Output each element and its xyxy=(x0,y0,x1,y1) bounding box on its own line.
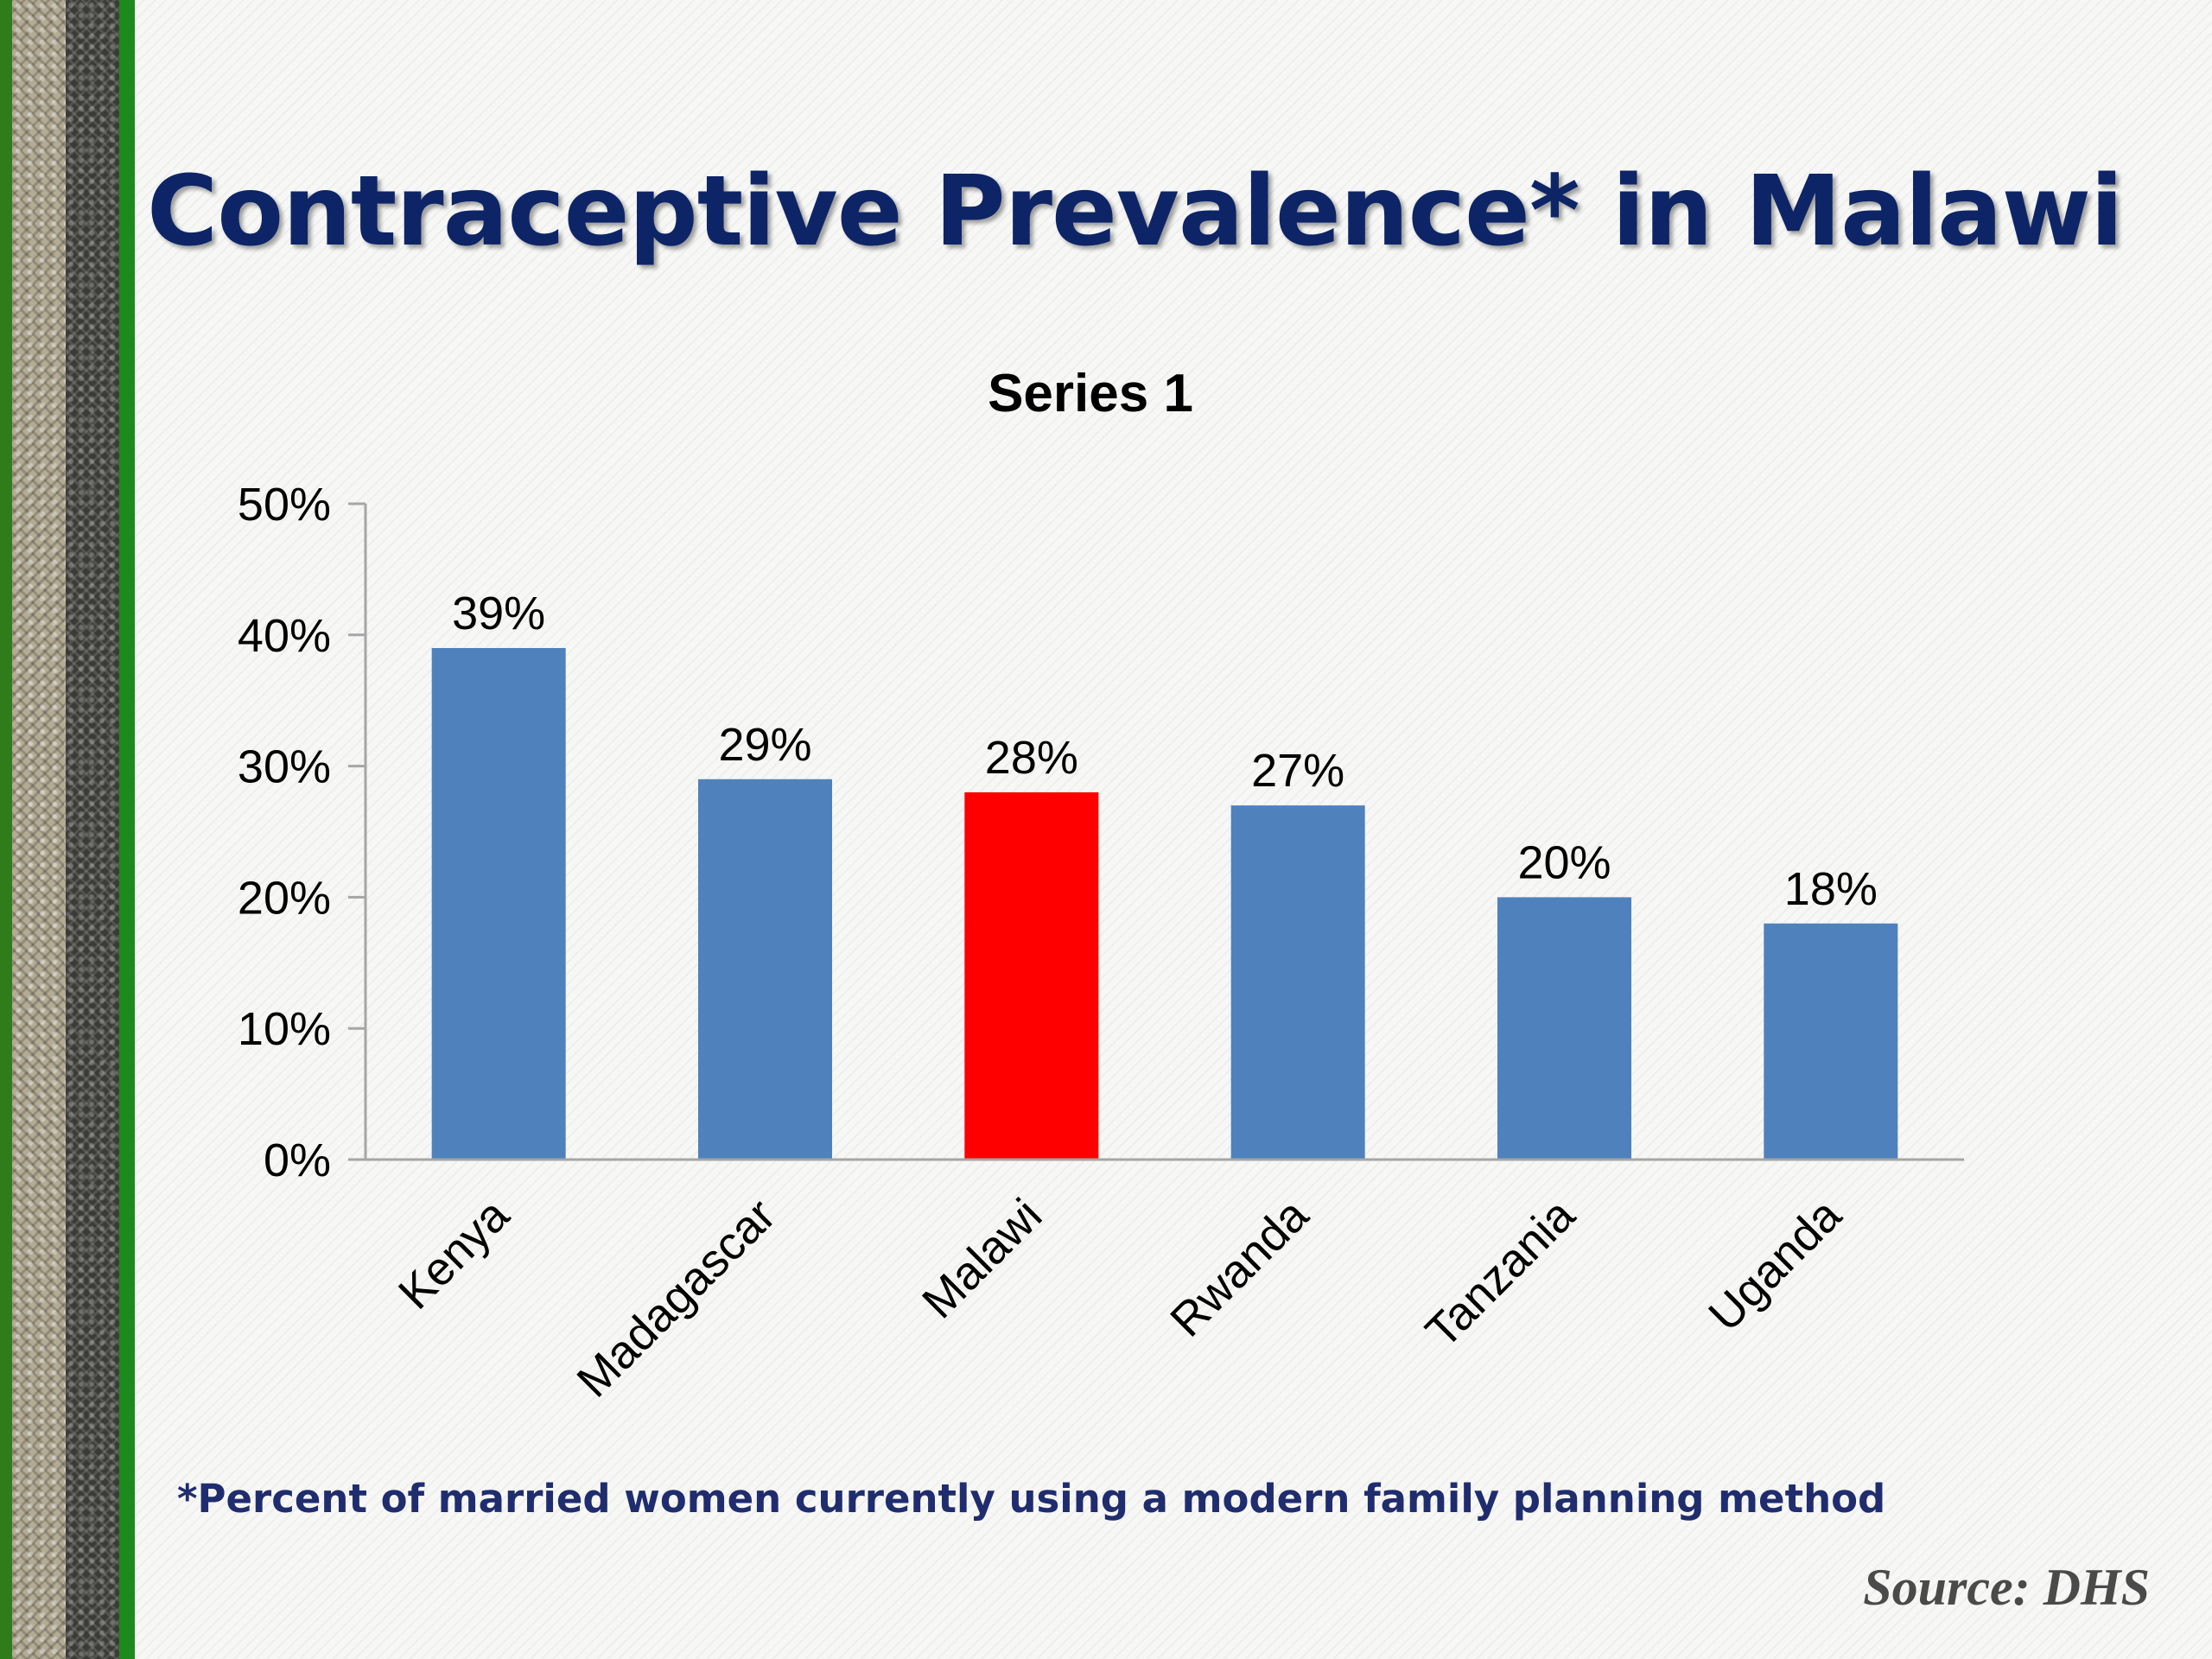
y-tick-label: 20% xyxy=(238,872,331,924)
bar-rwanda xyxy=(1230,805,1365,1160)
y-tick-label: 30% xyxy=(238,741,331,793)
x-tick-label-madagascar: Madagascar xyxy=(567,1189,785,1408)
border-green-stripe-outer xyxy=(0,0,12,1659)
data-label-tanzania: 20% xyxy=(1517,836,1611,888)
bars xyxy=(431,647,1898,1160)
x-tick-label-tanzania: Tanzania xyxy=(1416,1188,1586,1357)
y-tick-label: 50% xyxy=(238,479,331,531)
bar-chart: Series 1 0% 10% 20% 30% 40% 50% 39% 29% 28% 27% 2… xyxy=(238,364,1964,1408)
data-label-kenya: 39% xyxy=(452,588,545,639)
x-tick-label-uganda: Uganda xyxy=(1699,1188,1852,1341)
border-pattern-dark xyxy=(66,0,119,1659)
bar-madagascar xyxy=(698,779,832,1160)
decorative-left-border xyxy=(0,0,138,1659)
chart-title: Series 1 xyxy=(988,364,1193,423)
data-label-malawi: 28% xyxy=(985,732,1078,784)
data-label-madagascar: 29% xyxy=(718,719,811,771)
x-tick-label-malawi: Malawi xyxy=(912,1189,1052,1328)
border-green-stripe-inner xyxy=(119,0,135,1659)
data-label-uganda: 18% xyxy=(1784,863,1878,915)
data-labels: 39% 29% 28% 27% 20% 18% xyxy=(452,588,1878,915)
bar-uganda xyxy=(1764,923,1898,1160)
bar-kenya xyxy=(431,647,566,1160)
y-tick-label: 0% xyxy=(264,1135,331,1186)
x-tick-label-kenya: Kenya xyxy=(389,1188,519,1319)
x-tick-label-rwanda: Rwanda xyxy=(1160,1188,1319,1346)
slide-title: Contraceptive Prevalence* in Malawi xyxy=(147,156,2123,268)
x-axis-labels: Kenya Madagascar Malawi Rwanda Tanzania Ugand… xyxy=(389,1188,1852,1407)
bar-tanzania xyxy=(1497,897,1631,1160)
y-tick-label: 40% xyxy=(238,610,331,662)
y-axis-ticks: 0% 10% 20% 30% 40% 50% xyxy=(238,479,365,1186)
data-label-rwanda: 27% xyxy=(1251,745,1344,797)
border-pattern-light xyxy=(12,0,66,1659)
y-tick-label: 10% xyxy=(238,1003,331,1055)
source-credit: Source: DHS xyxy=(1863,1559,2150,1616)
bar-malawi xyxy=(964,791,1099,1160)
footnote: *Percent of married women currently usin… xyxy=(177,1476,1886,1522)
